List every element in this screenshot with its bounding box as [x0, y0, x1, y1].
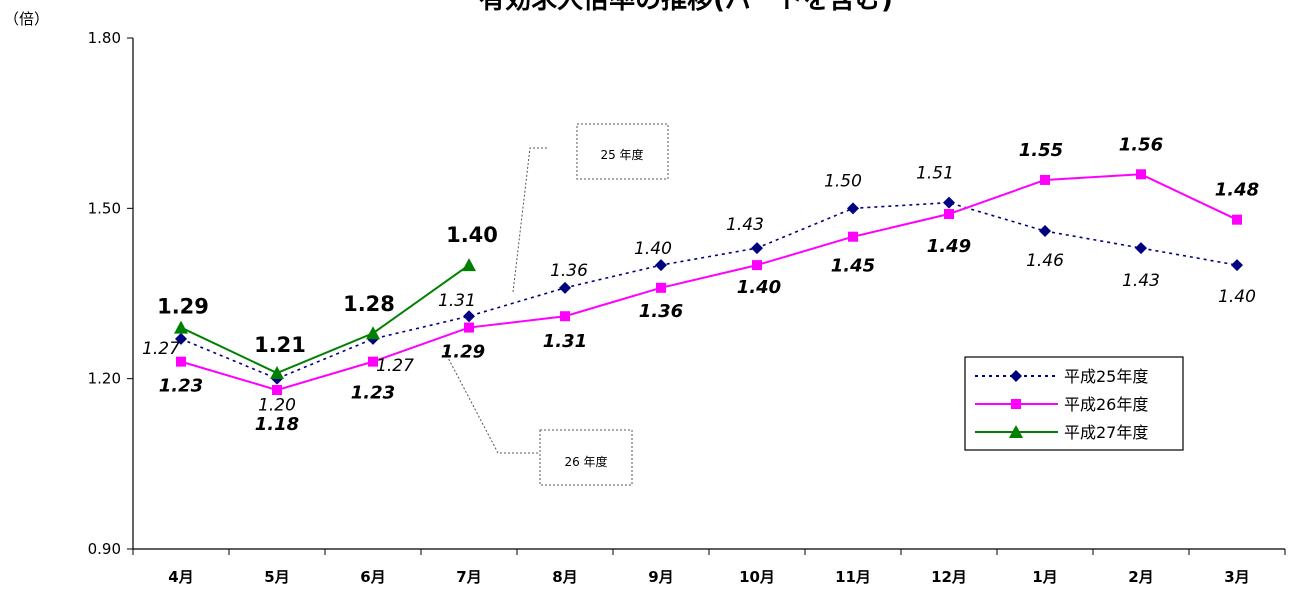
x-tick-label: 12月 [931, 568, 967, 586]
data-label-series-3: 1.28 [343, 292, 395, 316]
x-tick-label: 3月 [1224, 568, 1249, 586]
series-2-point [1136, 169, 1146, 180]
data-label-series-1: 1.27 [376, 356, 414, 376]
series-1-point [559, 281, 571, 294]
series-1-point [463, 310, 475, 323]
x-tick-label: 11月 [835, 568, 871, 586]
callout-box-25 [576, 123, 669, 180]
y-axis-unit: （倍） [4, 10, 49, 28]
series-1-point [1231, 259, 1243, 272]
data-label-series-1: 1.50 [824, 171, 862, 191]
data-label-series-1: 1.40 [1218, 287, 1256, 307]
x-tick-label: 4月 [168, 568, 193, 586]
data-label-series-1: 1.36 [550, 261, 588, 281]
callout-leader-25 [512, 147, 547, 293]
series-2-point [176, 356, 186, 367]
series-2-point [1040, 174, 1050, 185]
legend-marker [1010, 370, 1022, 382]
data-label-series-2: 1.23 [351, 383, 395, 404]
series-2-point [848, 231, 858, 242]
series-3-point [366, 326, 380, 340]
data-label-series-1: 1.40 [634, 239, 672, 259]
series-1-point [847, 202, 859, 215]
data-label-series-2: 1.23 [159, 376, 203, 397]
data-label-series-1: 1.20 [258, 396, 296, 416]
callouts: 25 年度 26 年度 [444, 123, 669, 486]
series-1-point [1039, 225, 1051, 238]
series-2-point [656, 282, 666, 293]
data-label-series-2: 1.48 [1215, 180, 1259, 201]
data-label-series-2: 1.55 [1019, 140, 1063, 161]
data-label-series-2: 1.40 [737, 277, 781, 298]
series-3-point [462, 258, 476, 272]
x-tick-label: 2月 [1128, 568, 1153, 586]
series-1-point [1135, 242, 1147, 255]
series-2-point [272, 385, 282, 396]
chart-title: 有効求人倍率の推移(パートを含む) [479, 0, 893, 15]
series-1-point [943, 196, 955, 209]
data-label-series-1: 1.43 [726, 215, 764, 235]
data-label-series-2: 1.49 [927, 236, 971, 257]
data-labels: 1.27 1.20 1.27 1.31 1.36 1.40 1.43 1.50 1.51 1.46… [142, 134, 1259, 435]
legend-marker [1009, 425, 1023, 438]
series-3-point [174, 320, 188, 334]
x-tick-label: 6月 [360, 568, 385, 586]
y-tick-label: 1.20 [88, 370, 121, 388]
y-tick-label: 1.50 [88, 199, 121, 217]
legend-marker [1011, 399, 1021, 409]
data-label-series-1: 1.46 [1026, 251, 1064, 271]
data-label-series-1: 1.51 [916, 164, 954, 184]
y-tick-label: 1.80 [88, 29, 121, 47]
data-label-series-1: 1.27 [142, 339, 180, 359]
data-label-series-2: 1.36 [639, 301, 683, 322]
series-1-point [751, 242, 763, 255]
series-group [174, 169, 1243, 396]
series-1-point [655, 259, 667, 272]
series-2-point [464, 322, 474, 333]
data-label-series-2: 1.29 [441, 342, 485, 363]
x-tick-label: 10月 [739, 568, 775, 586]
series-2-point [752, 260, 762, 271]
data-label-series-1: 1.43 [1122, 271, 1160, 291]
data-label-series-3: 1.40 [446, 223, 498, 247]
legend-label: 平成26年度 [1064, 395, 1148, 414]
callout-label-26: 26 年度 [564, 454, 607, 469]
series-line-1 [180, 201, 1238, 380]
series-2-point [368, 356, 378, 367]
legend-label: 平成27年度 [1064, 423, 1148, 442]
data-label-series-2: 1.31 [543, 331, 587, 352]
axes: 0.90 1.20 1.50 1.80 4月 5月 6月 7月 8月 9月 10月 11月 12月 1月 2… [88, 29, 1286, 586]
y-tick-label: 0.90 [88, 540, 121, 558]
series-2-point [944, 209, 954, 220]
x-tick-label: 9月 [648, 568, 673, 586]
data-label-series-2: 1.18 [255, 414, 299, 435]
data-label-series-3: 1.21 [254, 333, 306, 357]
data-label-series-2: 1.56 [1119, 134, 1163, 155]
chart-title-group: 有効求人倍率の推移(パートを含む) （倍） [4, 0, 893, 28]
series-2-point [560, 311, 570, 322]
callout-box-26 [539, 429, 633, 486]
x-tick-label: 1月 [1032, 568, 1057, 586]
series-1-point [175, 332, 187, 345]
data-label-series-3: 1.29 [157, 295, 209, 319]
series-line-3 [180, 264, 470, 375]
series-2-point [1232, 214, 1242, 225]
data-label-series-2: 1.45 [831, 256, 875, 277]
data-label-series-1: 1.31 [438, 291, 476, 311]
callout-leader-26 [444, 351, 540, 454]
callout-label-25: 25 年度 [600, 147, 643, 162]
x-tick-label: 8月 [552, 568, 577, 586]
series-3-point [270, 365, 284, 379]
x-tick-label: 5月 [264, 568, 289, 586]
legend-label: 平成25年度 [1064, 367, 1148, 386]
series-line-2 [180, 173, 1238, 392]
x-tick-label: 7月 [456, 568, 481, 586]
